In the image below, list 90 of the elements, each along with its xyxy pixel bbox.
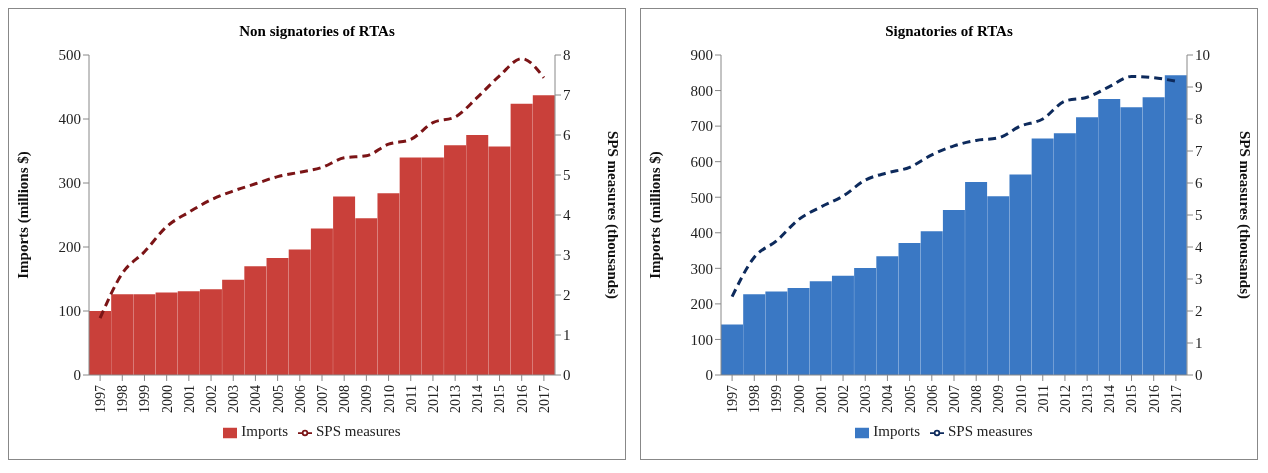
x-tick-label: 2008: [337, 385, 353, 413]
chart-title: Non signatories of RTAs: [238, 23, 396, 41]
x-tick-label: 1997: [725, 385, 741, 413]
x-tick-label: 2001: [181, 385, 197, 413]
y2-tick-label: 7: [563, 87, 571, 104]
x-tick-label: 2011: [403, 385, 419, 413]
y-tick-label: 200: [58, 239, 81, 256]
y2-tick-label: 2: [563, 287, 571, 304]
x-tick-label: 2003: [226, 385, 242, 413]
x-tick-label: 1997: [93, 385, 109, 413]
y2-tick-label: 3: [563, 247, 571, 264]
y2-tick-label: 10: [1195, 47, 1210, 64]
x-tick-label: 2002: [203, 385, 219, 413]
x-tick-label: 2014: [1102, 385, 1118, 413]
x-tick-label: 2013: [1080, 385, 1096, 413]
y-tick-label: 700: [690, 118, 713, 135]
y2-tick-label: 8: [1195, 111, 1203, 128]
x-tick-label: 2003: [858, 385, 874, 413]
x-tick-label: 2017: [536, 385, 552, 413]
x-tick-label: 2008: [969, 385, 985, 413]
y-tick-label: 0: [73, 367, 81, 384]
y-tick-label: 100: [690, 331, 713, 348]
x-tick-label: 2009: [991, 385, 1007, 413]
y-axis-title: Imports (millions $): [647, 151, 665, 279]
y-tick-label: 300: [58, 175, 81, 192]
y2-tick-label: 1: [1195, 335, 1203, 352]
x-tick-label: 2012: [1057, 385, 1073, 413]
line-series: [98, 57, 546, 320]
y2-tick-label: 4: [1195, 239, 1203, 256]
x-tick-label: 2001: [813, 385, 829, 413]
x-tick-label: 2004: [880, 385, 896, 413]
x-tick-label: 1998: [115, 385, 131, 413]
x-tick-label: 2007: [946, 385, 962, 413]
y-tick-label: 300: [690, 260, 713, 277]
x-tick-label: 2007: [314, 385, 330, 413]
y2-tick-label: 5: [1195, 207, 1203, 224]
x-tick-label: 1999: [769, 385, 785, 413]
y2-tick-label: 3: [1195, 271, 1203, 288]
y-tick-label: 100: [58, 303, 81, 320]
y-tick-label: 200: [690, 296, 713, 313]
x-tick-label: 2009: [359, 385, 375, 413]
y2-tick-label: 6: [1195, 175, 1203, 192]
x-tick-label: 2010: [1013, 385, 1029, 413]
x-tick-label: 2013: [448, 385, 464, 413]
y2-tick-label: 7: [1195, 143, 1203, 160]
legend-label: SPS measures: [948, 423, 1033, 439]
y-tick-label: 400: [690, 225, 713, 242]
legend-label: SPS measures: [316, 423, 401, 439]
x-tick-label: 1999: [137, 385, 153, 413]
x-tick-label: 2011: [1035, 385, 1051, 413]
y2-tick-label: 9: [1195, 79, 1203, 96]
x-tick-label: 2016: [514, 385, 530, 413]
y-tick-label: 0: [705, 367, 713, 384]
x-tick-label: 2014: [470, 385, 486, 413]
x-tick-label: 2006: [292, 385, 308, 413]
x-tick-label: 2016: [1146, 385, 1162, 413]
y-tick-label: 400: [58, 111, 81, 128]
y-tick-label: 500: [58, 47, 81, 64]
y-axis-title: Imports (millions $): [15, 151, 33, 279]
y2-axis-title: SPS measures (thousands): [603, 130, 621, 300]
y2-tick-label: 5: [563, 167, 571, 184]
x-tick-label: 1998: [747, 385, 763, 413]
legend-label: Imports: [241, 423, 289, 439]
y2-axis-title: SPS measures (thousands): [1235, 130, 1253, 300]
y2-tick-label: 8: [563, 47, 571, 64]
line-series: [730, 74, 1178, 299]
y-tick-label: 800: [690, 82, 713, 99]
x-tick-label: 2010: [381, 385, 397, 413]
x-tick-label: 2000: [791, 385, 807, 413]
y-tick-label: 500: [690, 189, 713, 206]
y2-tick-label: 0: [563, 367, 571, 384]
y-tick-label: 600: [690, 153, 713, 170]
x-tick-label: 2012: [425, 385, 441, 413]
y2-tick-label: 1: [563, 327, 571, 344]
x-tick-label: 2005: [902, 385, 918, 413]
x-tick-label: 2017: [1168, 385, 1184, 413]
y2-tick-label: 6: [563, 127, 571, 144]
y2-tick-label: 0: [1195, 367, 1203, 384]
y2-tick-label: 2: [1195, 303, 1203, 320]
x-tick-label: 2002: [835, 385, 851, 413]
chart-title: Signatories of RTAs: [884, 23, 1014, 41]
y-tick-label: 900: [690, 47, 713, 64]
x-tick-label: 2015: [1124, 385, 1140, 413]
x-tick-label: 2005: [270, 385, 286, 413]
x-tick-label: 2006: [924, 385, 940, 413]
x-tick-label: 2004: [248, 385, 264, 413]
legend-label: Imports: [873, 423, 921, 439]
x-tick-label: 2000: [159, 385, 175, 413]
x-tick-label: 2015: [492, 385, 508, 413]
y2-tick-label: 4: [563, 207, 571, 224]
